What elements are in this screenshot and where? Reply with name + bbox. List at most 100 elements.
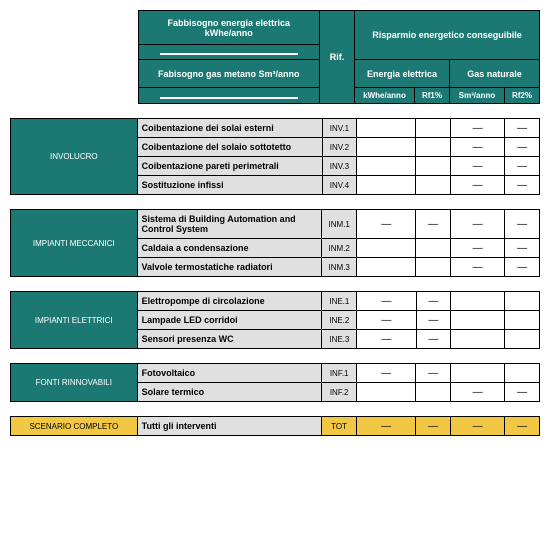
header-col-gas: Gas naturale	[450, 60, 540, 88]
row-value: —	[357, 292, 416, 311]
row-value	[450, 364, 504, 383]
section-category: FONTI RINNOVABILI	[11, 364, 138, 402]
scenario-row: SCENARIO COMPLETO Tutti gli interventi T…	[11, 417, 540, 436]
row-value	[357, 176, 416, 195]
header-rif: Rif.	[320, 11, 355, 104]
row-desc: Caldaia a condensazione	[137, 239, 322, 258]
row-value	[416, 176, 451, 195]
row-desc: Fotovoltaico	[137, 364, 322, 383]
row-value	[505, 364, 540, 383]
row-desc: Sostituzione infissi	[137, 176, 322, 195]
row-rif: INM.1	[322, 210, 357, 239]
row-value: —	[416, 311, 451, 330]
row-value	[416, 157, 451, 176]
row-value: —	[357, 330, 416, 349]
row-rif: INF.1	[322, 364, 357, 383]
row-desc: Coibentazione pareti perimetrali	[137, 157, 322, 176]
row-rif: INV.2	[322, 138, 357, 157]
scenario-v2: —	[416, 417, 451, 436]
row-value: —	[451, 210, 505, 239]
row-value	[357, 239, 416, 258]
row-desc: Coibentazione del solaio sottotetto	[137, 138, 322, 157]
row-desc: Valvole termostatiche radiatori	[137, 258, 322, 277]
header-table: Fabbisogno energia elettrica kWhe/anno R…	[10, 10, 540, 104]
row-rif: INE.3	[322, 330, 357, 349]
row-value: —	[505, 119, 540, 138]
row-rif: INV.3	[322, 157, 357, 176]
row-value	[416, 138, 451, 157]
scenario-desc: Tutti gli interventi	[137, 417, 322, 436]
row-desc: Lampade LED corridoi	[137, 311, 322, 330]
row-value	[357, 119, 416, 138]
row-value: —	[450, 119, 504, 138]
row-value: —	[450, 176, 504, 195]
row-desc: Elettropompe di circolazione	[137, 292, 322, 311]
header-sub-kwhe: kWhe/anno	[355, 88, 415, 104]
row-desc: Coibentazione dei solai esterni	[137, 119, 322, 138]
row-value: —	[416, 292, 451, 311]
row-value	[416, 119, 451, 138]
header-blank-1	[138, 45, 320, 60]
row-value	[505, 330, 540, 349]
row-desc: Sensori presenza WC	[137, 330, 322, 349]
header-sub-rf2: Rf2%	[505, 88, 540, 104]
table-row: IMPIANTI MECCANICISistema di Building Au…	[11, 210, 540, 239]
row-value	[451, 330, 505, 349]
row-value	[357, 157, 416, 176]
header-left-spacer	[10, 11, 138, 104]
row-value	[505, 311, 540, 330]
row-value: —	[450, 157, 504, 176]
row-value: —	[416, 330, 451, 349]
row-value: —	[451, 258, 505, 277]
row-value	[416, 239, 451, 258]
section-category: IMPIANTI MECCANICI	[11, 210, 138, 277]
row-value: —	[357, 210, 416, 239]
scenario-v4: —	[505, 417, 540, 436]
section-table: INVOLUCROCoibentazione dei solai esterni…	[10, 118, 540, 195]
row-rif: INE.2	[322, 311, 357, 330]
header-sub-rf1: Rf1%	[415, 88, 450, 104]
row-value	[416, 258, 451, 277]
row-value: —	[505, 258, 540, 277]
row-rif: INF.2	[322, 383, 357, 402]
scenario-table: SCENARIO COMPLETO Tutti gli interventi T…	[10, 416, 540, 436]
row-value: —	[505, 176, 540, 195]
row-value: —	[505, 383, 540, 402]
row-value	[505, 292, 540, 311]
row-value	[451, 311, 505, 330]
row-value: —	[357, 364, 416, 383]
row-desc: Sistema di Building Automation and Contr…	[137, 210, 322, 239]
row-value: —	[505, 210, 540, 239]
section-category: IMPIANTI ELETTRICI	[11, 292, 138, 349]
header-gas-need: Fabisogno gas metano Sm³/anno	[138, 60, 320, 88]
row-rif: INV.4	[322, 176, 357, 195]
row-value: —	[505, 138, 540, 157]
scenario-v3: —	[450, 417, 504, 436]
scenario-v1: —	[356, 417, 415, 436]
section-table: IMPIANTI ELETTRICIElettropompe di circol…	[10, 291, 540, 349]
row-value: —	[505, 239, 540, 258]
row-value	[357, 258, 416, 277]
header-elec-need: Fabbisogno energia elettrica kWhe/anno	[138, 11, 320, 45]
row-rif: INM.2	[322, 239, 357, 258]
section-table: FONTI RINNOVABILIFotovoltaicoINF.1——Sola…	[10, 363, 540, 402]
row-value	[416, 383, 451, 402]
row-rif: INM.3	[322, 258, 357, 277]
row-rif: INE.1	[322, 292, 357, 311]
row-value: —	[450, 383, 504, 402]
row-value: —	[416, 364, 451, 383]
row-value: —	[416, 210, 451, 239]
header-col-elec: Energia elettrica	[355, 60, 450, 88]
row-value	[451, 292, 505, 311]
scenario-rif: TOT	[322, 417, 357, 436]
row-value	[357, 138, 416, 157]
row-rif: INV.1	[322, 119, 357, 138]
row-value: —	[451, 239, 505, 258]
header-sub-sm3: Sm³/anno	[450, 88, 505, 104]
row-value: —	[505, 157, 540, 176]
section-table: IMPIANTI MECCANICISistema di Building Au…	[10, 209, 540, 277]
table-row: FONTI RINNOVABILIFotovoltaicoINF.1——	[11, 364, 540, 383]
row-desc: Solare termico	[137, 383, 322, 402]
header-savings-title: Risparmio energetico conseguibile	[355, 11, 540, 60]
row-value: —	[450, 138, 504, 157]
